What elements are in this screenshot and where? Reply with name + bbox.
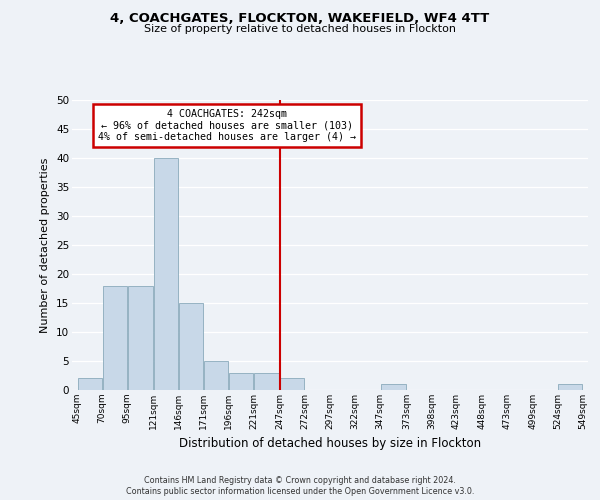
Bar — [179, 303, 203, 390]
Text: 4 COACHGATES: 242sqm
← 96% of detached houses are smaller (103)
4% of semi-detac: 4 COACHGATES: 242sqm ← 96% of detached h… — [98, 108, 356, 142]
Bar — [254, 372, 280, 390]
Bar — [380, 384, 406, 390]
Bar — [280, 378, 304, 390]
X-axis label: Distribution of detached houses by size in Flockton: Distribution of detached houses by size … — [179, 438, 481, 450]
Bar — [77, 378, 101, 390]
Text: Contains HM Land Registry data © Crown copyright and database right 2024.: Contains HM Land Registry data © Crown c… — [144, 476, 456, 485]
Y-axis label: Number of detached properties: Number of detached properties — [40, 158, 50, 332]
Bar — [103, 286, 127, 390]
Text: 4, COACHGATES, FLOCKTON, WAKEFIELD, WF4 4TT: 4, COACHGATES, FLOCKTON, WAKEFIELD, WF4 … — [110, 12, 490, 26]
Bar — [559, 384, 583, 390]
Bar — [154, 158, 178, 390]
Bar — [229, 372, 253, 390]
Bar — [204, 361, 228, 390]
Text: Size of property relative to detached houses in Flockton: Size of property relative to detached ho… — [144, 24, 456, 34]
Bar — [128, 286, 153, 390]
Text: Contains public sector information licensed under the Open Government Licence v3: Contains public sector information licen… — [126, 488, 474, 496]
